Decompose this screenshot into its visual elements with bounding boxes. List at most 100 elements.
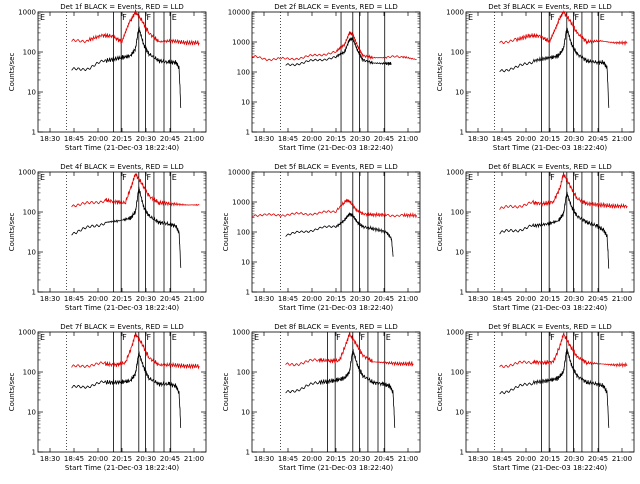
x-tick-label: 20:45 <box>588 135 608 143</box>
x-tick-label: 21:00 <box>398 455 418 463</box>
y-tick-label: 10 <box>241 409 250 417</box>
flag-label-left: E <box>40 173 45 182</box>
x-tick-label: 20:45 <box>160 135 180 143</box>
flag-label: F <box>575 333 580 342</box>
x-axis-label: Start Time (21-Dec-03 18:22:40) <box>279 304 393 312</box>
x-tick-label: 20:45 <box>588 295 608 303</box>
flag-label: F <box>550 333 555 342</box>
y-tick-label: 100 <box>451 49 464 57</box>
flag-label: F <box>550 173 555 182</box>
flag-label-left: E <box>254 333 259 342</box>
events-series-line <box>285 348 396 428</box>
chart-panel-6: Det 6f BLACK = Events, RED = LLD 1 10 100 10… <box>436 163 635 312</box>
chart-panel-5: Det 5f BLACK = Events, RED = LLD 1 10 100 10… <box>222 163 421 312</box>
y-tick-label: 10 <box>455 89 464 97</box>
x-tick-label: 20:00 <box>88 455 108 463</box>
x-axis-label: Start Time (21-Dec-03 18:22:40) <box>493 304 607 312</box>
plot-frame <box>37 11 207 133</box>
x-tick-label: 20:30 <box>350 455 370 463</box>
lld-series-line <box>71 172 200 208</box>
y-tick-label: 100 <box>237 369 250 377</box>
y-tick-label: 1000 <box>232 199 250 207</box>
chart-panel-9: Det 9f BLACK = Events, RED = LLD 1 10 100 10… <box>436 323 635 472</box>
chart-title: Det 9f BLACK = Events, RED = LLD <box>488 323 611 331</box>
x-tick-label: 21:00 <box>612 135 632 143</box>
flag-label-left: E <box>468 333 473 342</box>
x-tick-label: 20:15 <box>540 455 560 463</box>
x-tick-label: 18:30 <box>254 295 274 303</box>
flag-label: F <box>122 173 127 182</box>
lld-series-line <box>71 9 200 47</box>
chart-title: Det 4f BLACK = Events, RED = LLD <box>60 163 183 171</box>
y-tick-label: 1 <box>246 289 250 297</box>
y-tick-label: 10000 <box>228 169 250 177</box>
y-axis-label: Counts/sec <box>436 213 444 252</box>
y-tick-label: 100 <box>23 369 36 377</box>
x-tick-label: 20:15 <box>112 455 132 463</box>
events-series-line <box>71 26 182 108</box>
y-tick-label: 10 <box>27 249 36 257</box>
flag-label: E <box>172 333 177 342</box>
x-tick-label: 18:45 <box>492 455 512 463</box>
plot-frame <box>465 171 635 293</box>
chart-panel-8: Det 8f BLACK = Events, RED = LLD 1 10 100 10… <box>222 323 421 472</box>
flag-label: F <box>147 173 152 182</box>
x-tick-label: 20:15 <box>326 455 346 463</box>
chart-title: Det 5f BLACK = Events, RED = LLD <box>274 163 397 171</box>
x-axis-label: Start Time (21-Dec-03 18:22:40) <box>65 464 179 472</box>
x-axis-label: Start Time (21-Dec-03 18:22:40) <box>493 144 607 152</box>
y-axis-label: Counts/sec <box>222 213 230 252</box>
y-axis-label: Counts/sec <box>8 213 16 252</box>
chart-title: Det 8f BLACK = Events, RED = LLD <box>274 323 397 331</box>
x-tick-label: 18:45 <box>64 135 84 143</box>
x-tick-label: 20:15 <box>540 295 560 303</box>
x-tick-label: 20:45 <box>160 455 180 463</box>
events-series-line <box>71 186 182 268</box>
x-tick-label: 21:00 <box>612 455 632 463</box>
x-tick-label: 20:30 <box>564 295 584 303</box>
y-tick-label: 1 <box>246 449 250 457</box>
x-tick-label: 18:30 <box>40 135 60 143</box>
x-tick-label: 20:00 <box>302 455 322 463</box>
x-tick-label: 21:00 <box>398 135 418 143</box>
chart-panel-4: Det 4f BLACK = Events, RED = LLD 1 10 100 10… <box>8 163 207 312</box>
x-tick-label: 18:45 <box>278 455 298 463</box>
chart-title: Det 6f BLACK = Events, RED = LLD <box>488 163 611 171</box>
chart-panel-2: Det 2f BLACK = Events, RED = LLD 1 10 100 10… <box>228 3 421 152</box>
flag-label-left: E <box>40 333 45 342</box>
x-tick-label: 20:15 <box>326 135 346 143</box>
plot-frame <box>465 331 635 453</box>
flag-label: F <box>122 333 127 342</box>
y-tick-label: 100 <box>23 49 36 57</box>
flag-label: F <box>550 13 555 22</box>
x-tick-label: 18:45 <box>492 295 512 303</box>
events-series-line <box>499 191 610 269</box>
flag-label-left: E <box>468 173 473 182</box>
flag-label: F <box>147 333 152 342</box>
chart-panel-3: Det 3f BLACK = Events, RED = LLD 1 10 100 10… <box>436 3 635 152</box>
y-tick-label: 1000 <box>232 39 250 47</box>
x-tick-label: 21:00 <box>398 295 418 303</box>
x-axis-label: Start Time (21-Dec-03 18:22:40) <box>493 464 607 472</box>
flag-label: F <box>361 333 366 342</box>
flag-label: F <box>575 13 580 22</box>
lld-series-line <box>285 331 414 367</box>
y-tick-label: 10 <box>241 259 250 267</box>
y-tick-label: 1000 <box>446 9 464 17</box>
events-series-line <box>71 351 182 429</box>
y-tick-label: 1000 <box>18 169 36 177</box>
x-tick-label: 21:00 <box>612 295 632 303</box>
chart-panel-1: Det 1f BLACK = Events, RED = LLD 1 10 100 10… <box>8 3 207 152</box>
lld-series-line <box>251 30 417 62</box>
y-axis-label: Counts/sec <box>436 373 444 412</box>
y-tick-label: 1 <box>32 289 36 297</box>
flag-label: F <box>336 333 341 342</box>
flag-label: E <box>172 13 177 22</box>
x-tick-label: 20:45 <box>588 455 608 463</box>
plot-frame <box>37 331 207 453</box>
flag-label: E <box>600 333 605 342</box>
y-tick-label: 100 <box>237 229 250 237</box>
chart-title: Det 1f BLACK = Events, RED = LLD <box>60 3 183 11</box>
x-tick-label: 20:15 <box>112 295 132 303</box>
lld-series-line <box>251 198 417 219</box>
